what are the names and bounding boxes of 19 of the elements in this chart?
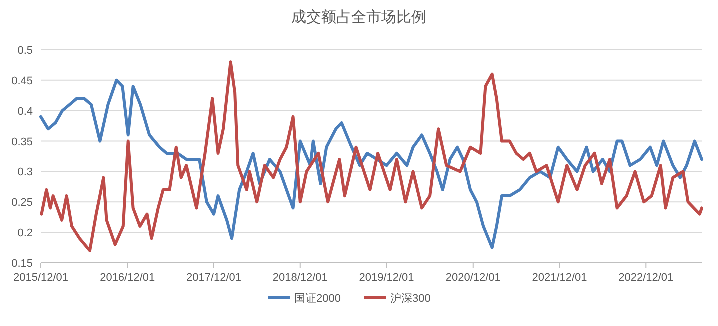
- legend-label: 沪深300: [390, 292, 431, 305]
- y-tick-label: 0.4: [18, 106, 33, 118]
- y-tick-label: 0.3: [18, 166, 33, 179]
- y-tick-label: 0.25: [12, 197, 33, 210]
- x-tick-label: 2020/12/01: [446, 272, 501, 284]
- x-tick-label: 2019/12/01: [359, 272, 414, 284]
- x-tick-label: 2017/12/01: [186, 272, 242, 284]
- legend-label: 国证2000: [294, 293, 341, 305]
- x-tick-label: 2018/12/01: [272, 272, 328, 284]
- x-tick-label: 2016/12/01: [100, 272, 156, 284]
- x-tick-label: 2021/12/01: [532, 272, 588, 284]
- chart-title: 成交额占全市场比例: [292, 9, 426, 26]
- y-tick-label: 0.45: [12, 75, 33, 88]
- x-tick-label: 2015/12/01: [13, 272, 69, 284]
- y-tick-label: 0.35: [12, 136, 33, 148]
- x-tick-label: 2022/12/01: [618, 272, 674, 284]
- y-tick-label: 0.5: [18, 45, 33, 57]
- y-tick-label: 0.2: [18, 228, 33, 240]
- y-tick-label: 0.15: [12, 258, 33, 270]
